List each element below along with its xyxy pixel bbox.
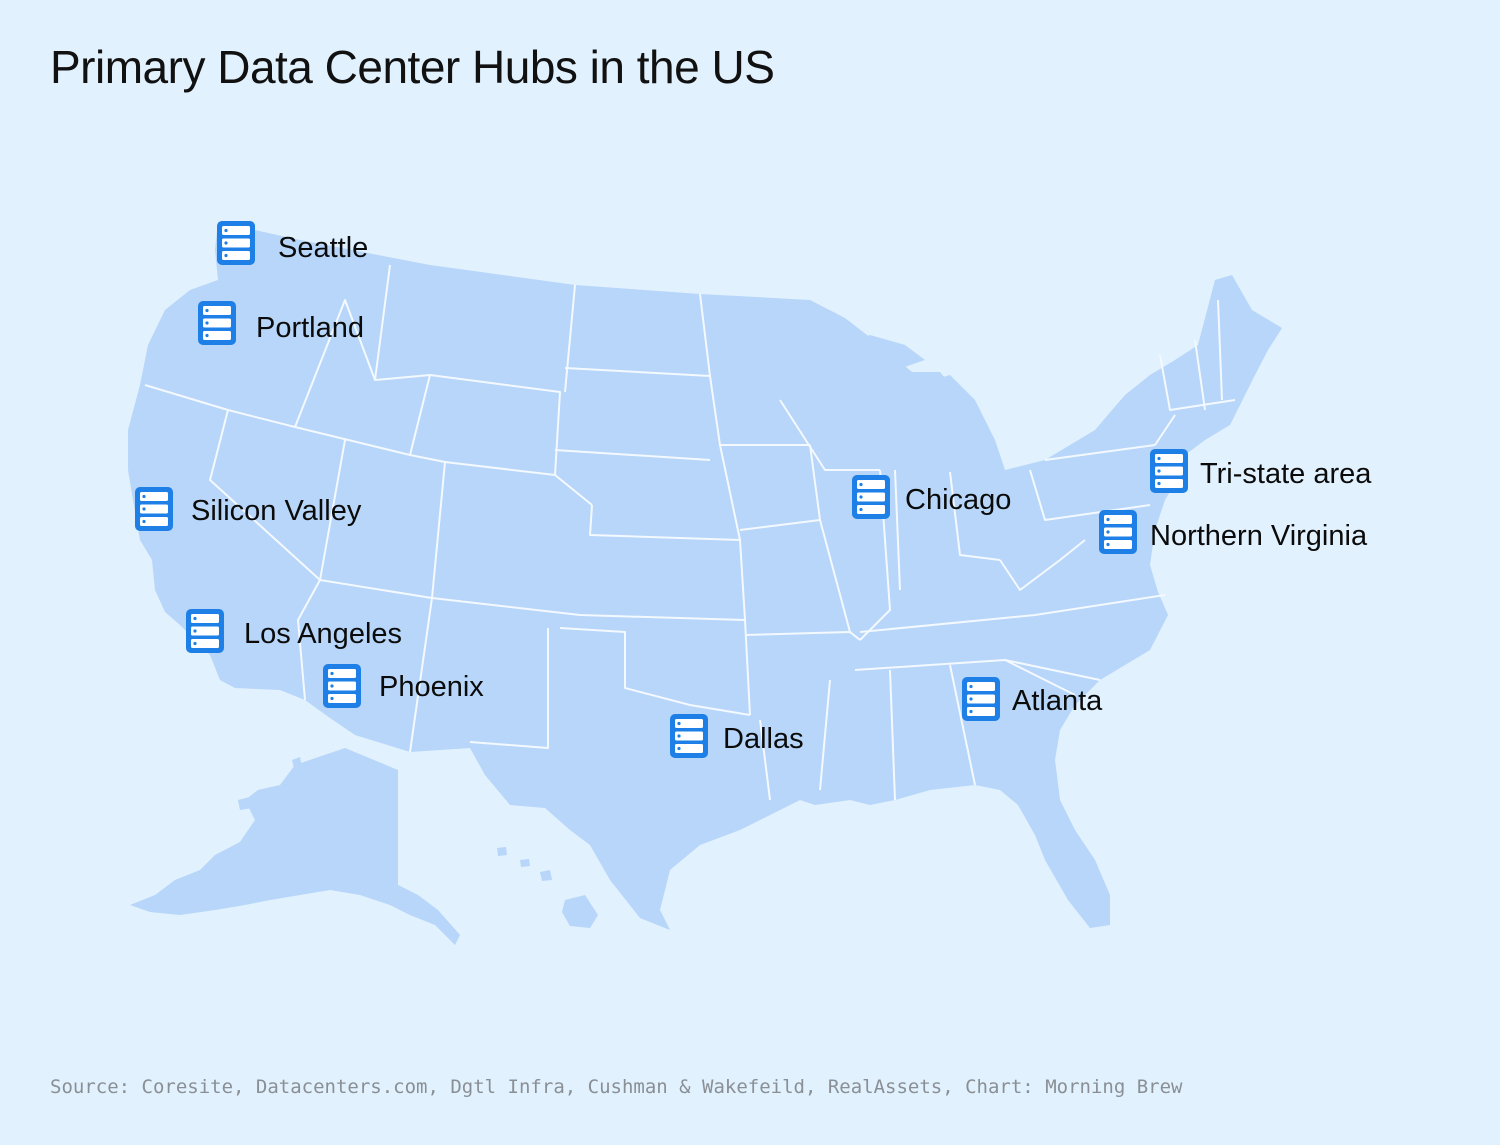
hub-portland: Portland — [198, 301, 364, 345]
hub-label-silicon-valley: Silicon Valley — [191, 495, 362, 527]
hub-seattle: Seattle — [217, 221, 368, 265]
page-title: Primary Data Center Hubs in the US — [50, 41, 775, 93]
hub-label-phoenix: Phoenix — [379, 671, 484, 703]
hub-tri-state-area: Tri-state area — [1150, 449, 1372, 493]
state-borders — [144, 264, 1236, 801]
hawaii-island — [497, 847, 507, 856]
hub-label-atlanta: Atlanta — [1012, 685, 1103, 717]
hub-silicon-valley: Silicon Valley — [135, 487, 362, 531]
server-icon — [1150, 449, 1188, 493]
hub-atlanta: Atlanta — [962, 677, 1103, 721]
contiguous-us-shape — [128, 222, 1282, 930]
hub-label-chicago: Chicago — [905, 484, 1011, 516]
server-icon — [323, 664, 361, 708]
hub-label-tri-state-area: Tri-state area — [1200, 458, 1372, 490]
server-icon — [186, 609, 224, 653]
server-icon — [198, 301, 236, 345]
server-icon — [135, 487, 173, 531]
hub-northern-virginia: Northern Virginia — [1099, 510, 1368, 554]
hub-los-angeles: Los Angeles — [186, 609, 402, 653]
hawaii-island — [520, 859, 530, 867]
hub-label-portland: Portland — [256, 312, 364, 344]
hub-chicago: Chicago — [852, 475, 1011, 519]
hub-label-seattle: Seattle — [278, 232, 368, 264]
alaska-island — [292, 757, 302, 768]
hawaii-shape — [562, 895, 598, 928]
hub-dallas: Dallas — [670, 714, 804, 758]
server-icon — [1099, 510, 1137, 554]
hawaii-island — [540, 870, 552, 881]
michigan-peninsula — [830, 335, 925, 372]
hub-label-los-angeles: Los Angeles — [244, 618, 402, 650]
server-icon — [670, 714, 708, 758]
michigan-lower — [912, 375, 995, 472]
hub-markers: Seattle Portland Silicon Valley Los Angeles… — [135, 221, 1372, 758]
hub-label-dallas: Dallas — [723, 723, 804, 755]
server-icon — [962, 677, 1000, 721]
alaska-island — [238, 797, 252, 810]
server-icon — [852, 475, 890, 519]
hub-label-northern-virginia: Northern Virginia — [1150, 520, 1368, 552]
source-note: Source: Coresite, Datacenters.com, Dgtl … — [50, 1076, 1183, 1098]
alaska-shape — [130, 748, 460, 945]
hub-phoenix: Phoenix — [323, 664, 484, 708]
server-icon — [217, 221, 255, 265]
